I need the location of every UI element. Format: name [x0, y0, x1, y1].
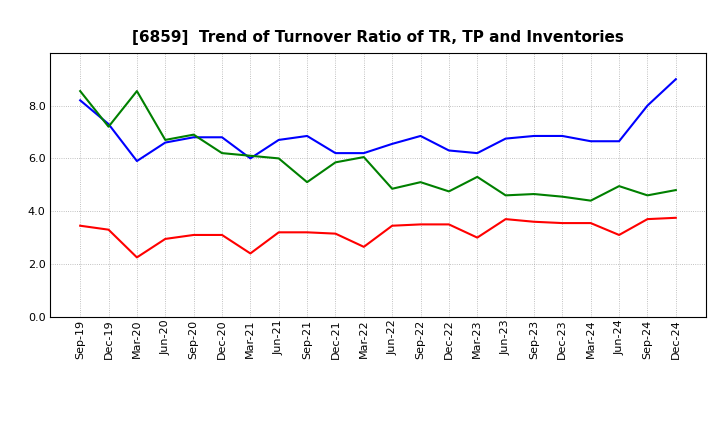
Trade Payables — [672, 77, 680, 82]
Inventories — [558, 194, 567, 199]
Inventories — [303, 180, 312, 185]
Trade Payables — [558, 133, 567, 139]
Trade Receivables — [104, 227, 113, 232]
Inventories — [359, 154, 368, 160]
Trade Receivables — [246, 251, 255, 256]
Inventories — [615, 183, 624, 189]
Trade Receivables — [586, 220, 595, 226]
Trade Payables — [104, 121, 113, 127]
Inventories — [246, 153, 255, 158]
Trade Receivables — [558, 220, 567, 226]
Inventories — [501, 193, 510, 198]
Trade Payables — [615, 139, 624, 144]
Trade Receivables — [274, 230, 283, 235]
Inventories — [189, 132, 198, 137]
Trade Payables — [643, 103, 652, 108]
Trade Receivables — [388, 223, 397, 228]
Trade Payables — [76, 98, 84, 103]
Trade Receivables — [444, 222, 453, 227]
Trade Payables — [586, 139, 595, 144]
Line: Trade Receivables: Trade Receivables — [80, 218, 676, 257]
Inventories — [416, 180, 425, 185]
Inventories — [530, 191, 539, 197]
Trade Receivables — [501, 216, 510, 222]
Trade Receivables — [416, 222, 425, 227]
Inventories — [331, 160, 340, 165]
Trade Payables — [444, 148, 453, 153]
Line: Inventories: Inventories — [80, 91, 676, 201]
Trade Payables — [473, 150, 482, 156]
Inventories — [586, 198, 595, 203]
Trade Receivables — [615, 232, 624, 238]
Trade Payables — [359, 150, 368, 156]
Trade Payables — [161, 140, 170, 145]
Trade Receivables — [643, 216, 652, 222]
Trade Receivables — [161, 236, 170, 242]
Trade Receivables — [189, 232, 198, 238]
Trade Receivables — [672, 215, 680, 220]
Inventories — [643, 193, 652, 198]
Trade Payables — [246, 156, 255, 161]
Inventories — [161, 137, 170, 143]
Trade Payables — [189, 135, 198, 140]
Trade Receivables — [132, 255, 141, 260]
Trade Payables — [132, 158, 141, 164]
Inventories — [104, 124, 113, 129]
Trade Payables — [217, 135, 226, 140]
Trade Receivables — [217, 232, 226, 238]
Trade Receivables — [473, 235, 482, 240]
Inventories — [217, 150, 226, 156]
Trade Receivables — [76, 223, 84, 228]
Inventories — [473, 174, 482, 180]
Trade Payables — [416, 133, 425, 139]
Trade Payables — [331, 150, 340, 156]
Line: Trade Payables: Trade Payables — [80, 79, 676, 161]
Inventories — [76, 88, 84, 94]
Inventories — [672, 187, 680, 193]
Inventories — [388, 186, 397, 191]
Trade Payables — [388, 141, 397, 147]
Title: [6859]  Trend of Turnover Ratio of TR, TP and Inventories: [6859] Trend of Turnover Ratio of TR, TP… — [132, 29, 624, 45]
Trade Receivables — [331, 231, 340, 236]
Inventories — [444, 189, 453, 194]
Trade Receivables — [303, 230, 312, 235]
Trade Payables — [303, 133, 312, 139]
Inventories — [274, 156, 283, 161]
Trade Payables — [501, 136, 510, 141]
Inventories — [132, 88, 141, 94]
Trade Payables — [274, 137, 283, 143]
Trade Payables — [530, 133, 539, 139]
Trade Receivables — [530, 219, 539, 224]
Trade Receivables — [359, 244, 368, 249]
